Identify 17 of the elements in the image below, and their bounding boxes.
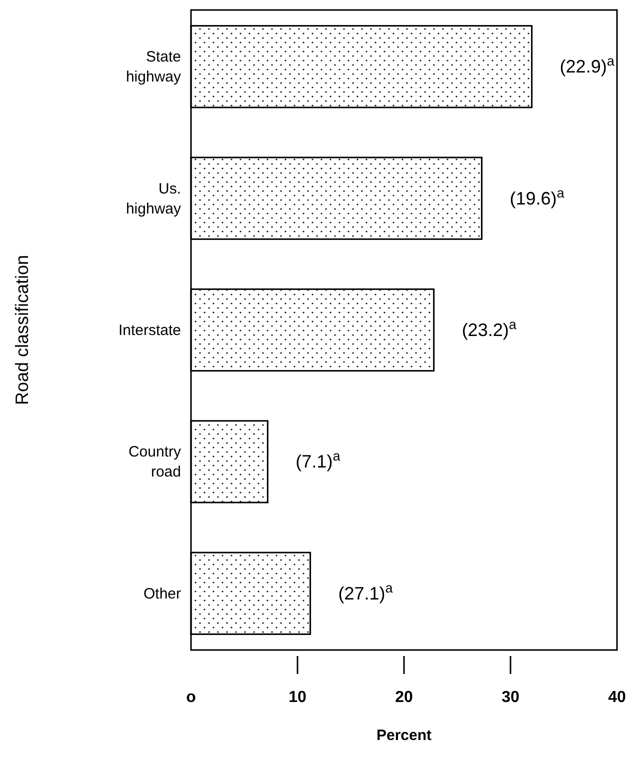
annotation: (23.2)$^{a}$ bbox=[462, 316, 517, 340]
x-axis-title: Percent bbox=[376, 727, 432, 744]
annotation: (19.6)$^{a}$ bbox=[510, 184, 565, 208]
x-tick-label: o bbox=[186, 689, 196, 706]
annotation: (27.1)$^{a}$ bbox=[338, 580, 394, 604]
x-tick-label: 40 bbox=[608, 689, 626, 706]
y-tick-label: State highway bbox=[126, 48, 182, 86]
y-tick-label: Us. highway bbox=[126, 180, 182, 218]
y-axis-title: Road classification bbox=[12, 254, 32, 406]
annotation: (7.1)$^{a}$ bbox=[296, 448, 341, 472]
annotation: (22.9)$^{a}$ bbox=[560, 53, 615, 77]
y-tick-label: Other bbox=[143, 585, 182, 602]
x-tick-label: 10 bbox=[288, 689, 306, 706]
x-tick-label: 30 bbox=[502, 689, 520, 706]
y-tick-label: Country road bbox=[128, 444, 182, 481]
y-tick-label: Interstate bbox=[118, 322, 181, 339]
x-tick-label: 20 bbox=[395, 689, 413, 706]
